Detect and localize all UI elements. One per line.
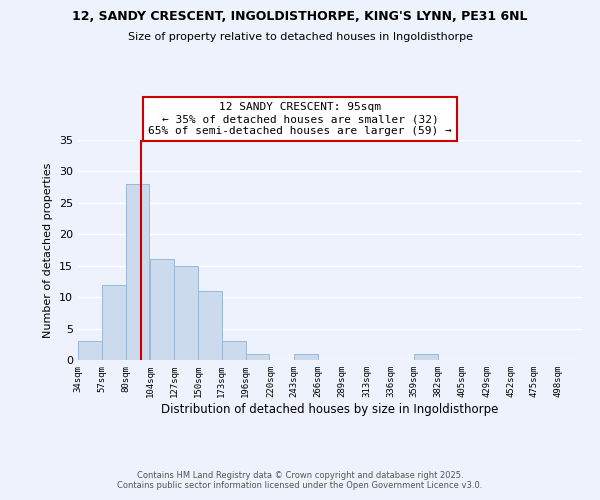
Bar xyxy=(78,341,102,360)
Text: Contains HM Land Registry data © Crown copyright and database right 2025.
Contai: Contains HM Land Registry data © Crown c… xyxy=(118,470,482,490)
Bar xyxy=(125,184,149,360)
Text: Size of property relative to detached houses in Ingoldisthorpe: Size of property relative to detached ho… xyxy=(128,32,473,42)
Bar xyxy=(245,354,269,360)
Text: 12 SANDY CRESCENT: 95sqm
← 35% of detached houses are smaller (32)
65% of semi-d: 12 SANDY CRESCENT: 95sqm ← 35% of detach… xyxy=(148,102,452,136)
Bar xyxy=(151,260,174,360)
Bar xyxy=(198,291,222,360)
Bar xyxy=(222,341,245,360)
Bar xyxy=(294,354,318,360)
Text: 12, SANDY CRESCENT, INGOLDISTHORPE, KING'S LYNN, PE31 6NL: 12, SANDY CRESCENT, INGOLDISTHORPE, KING… xyxy=(72,10,528,23)
Bar xyxy=(415,354,438,360)
X-axis label: Distribution of detached houses by size in Ingoldisthorpe: Distribution of detached houses by size … xyxy=(161,402,499,415)
Y-axis label: Number of detached properties: Number of detached properties xyxy=(43,162,53,338)
Bar xyxy=(174,266,198,360)
Bar xyxy=(102,284,125,360)
